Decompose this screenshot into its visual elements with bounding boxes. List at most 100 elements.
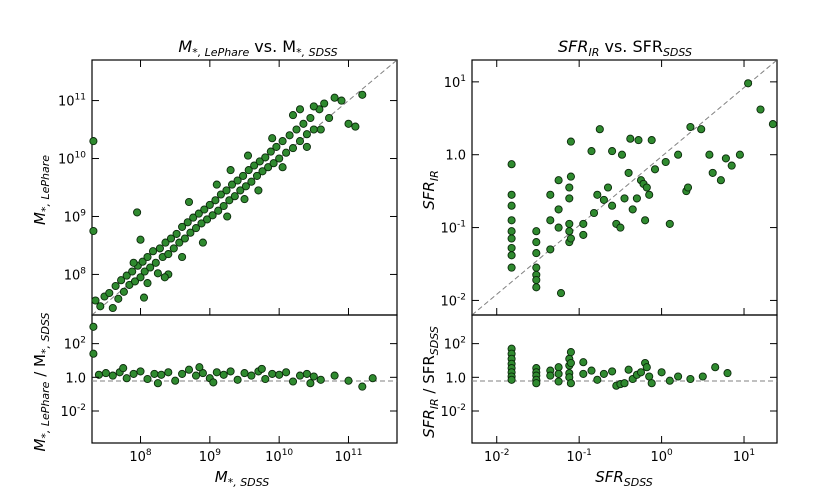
mass-ratio-point-12 (164, 368, 173, 377)
sfr-point-16 (546, 190, 555, 199)
sfr-point-11 (532, 249, 541, 258)
mass-point-13 (128, 267, 137, 276)
mass-ratio-point-4 (108, 371, 117, 380)
sfr-ratio-point-37 (636, 368, 646, 377)
mass-point-75 (302, 130, 311, 139)
sfr-ratio-point-41 (647, 379, 656, 388)
mass-point-53 (236, 186, 245, 195)
mass-point-80 (325, 113, 334, 123)
mass-x-label-1: 109 (199, 448, 222, 465)
sfr-ratio-point-23 (566, 358, 575, 368)
mass-point-26 (161, 238, 170, 247)
mass-point-105 (295, 105, 305, 114)
sfr-ratio-point-27 (587, 366, 596, 375)
sfr-point-35 (593, 190, 602, 199)
mass-ratio-point-29 (282, 368, 291, 377)
sfr-point-68 (756, 105, 765, 114)
mass-point-82 (337, 96, 346, 105)
mass-ratio-point-37 (358, 382, 367, 391)
mass-top-y-label-2: 1010 (58, 151, 86, 168)
sfr-ratio-point-26 (579, 369, 588, 378)
mass-point-19 (143, 252, 152, 262)
mass-ratio-point-9 (143, 374, 152, 384)
mass-ratio-point-44 (195, 363, 204, 372)
mass-point-107 (139, 293, 149, 302)
sfr-point-26 (565, 194, 574, 203)
mass-point-101 (288, 111, 298, 120)
mass-point-0 (89, 137, 98, 146)
sfr-point-31 (579, 219, 588, 228)
sfr-point-12 (532, 263, 541, 272)
mass-bottom-ylabel: M*, LePhare / M*, SDSS (31, 312, 52, 451)
mass-ratio-point-23 (240, 369, 249, 378)
mass-point-61 (258, 167, 267, 176)
mass-point-108 (160, 273, 169, 282)
mass-point-33 (180, 234, 189, 243)
mass-bot-y-label-0: 10-2 (60, 403, 86, 420)
mass-point-79 (320, 99, 329, 108)
sfr-point-24 (565, 227, 574, 236)
sfr-point-56 (661, 157, 670, 167)
mass-point-81 (330, 93, 339, 102)
mass-point-20 (146, 263, 155, 272)
mass-ratio-point-42 (306, 379, 315, 388)
mass-x-label-3: 1011 (334, 448, 362, 465)
mass-ratio-point-26 (261, 374, 270, 384)
sfr-ratio-point-46 (698, 372, 707, 381)
sfr-top-y-label-0: 10-2 (440, 292, 466, 309)
mass-top-y-label-0: 108 (64, 266, 87, 283)
sfr-point-62 (697, 125, 706, 134)
mass-point-65 (269, 159, 278, 168)
mass-point-37 (191, 224, 201, 233)
sfr-ratio-point-47 (711, 363, 720, 372)
mass-ratio-point-8 (136, 367, 145, 376)
sfr-top-y-label-3: 101 (444, 74, 466, 91)
mass-point-16 (136, 273, 145, 282)
mass-point-5 (105, 288, 114, 298)
sfr-point-2 (507, 201, 516, 210)
mass-top-y-ticks: 108 109 1010 1011 (58, 93, 397, 283)
sfr-x-label-3: 101 (733, 448, 755, 465)
mass-point-71 (288, 144, 298, 153)
mass-top-axes: 108 109 1010 1011 M*, LePhare (31, 59, 398, 316)
mass-point-67 (275, 154, 284, 163)
sfr-point-32 (579, 230, 588, 239)
sfr-point-19 (554, 176, 563, 185)
sfr-point-43 (620, 194, 629, 203)
mass-point-7 (111, 281, 120, 291)
mass-ratio-point-7 (129, 369, 138, 378)
mass-point-36 (189, 213, 198, 222)
mass-point-3 (96, 302, 105, 311)
sfr-point-9 (532, 227, 541, 236)
sfr-top-axes: 10-2 10-1 1.0 101 SFRIR (420, 59, 778, 316)
mass-point-106 (133, 208, 142, 217)
mass-point-32 (178, 222, 187, 231)
mass-point-52 (233, 176, 242, 185)
mass-point-8 (114, 294, 123, 303)
sfr-top-y-label-2: 1.0 (445, 149, 466, 164)
sfr-x-label-0: 10-2 (484, 448, 510, 465)
mass-ratio-point-39 (153, 379, 162, 388)
mass-point-86 (129, 258, 138, 267)
mass-point-63 (264, 163, 273, 172)
mass-ratio-point-15 (184, 365, 194, 374)
sfr-ratio-point-40 (645, 372, 654, 381)
mass-ratio-point-43 (119, 364, 128, 373)
sfr-bottom-axes: 10-2 1.0 102 10-2 10-1 100 101 SFRIR / SFRSDS… (420, 60, 778, 489)
mass-ratio-point-31 (295, 371, 305, 380)
mass-point-27 (164, 250, 173, 259)
mass-ratio-point-20 (219, 370, 228, 379)
mass-point-70 (285, 131, 294, 140)
sfr-ratio-point-30 (608, 367, 617, 376)
mass-ratio-point-34 (316, 375, 325, 384)
mass-point-10 (119, 287, 128, 296)
sfr-point-1 (507, 190, 516, 199)
mass-point-49 (225, 196, 234, 205)
mass-ratio-point-0 (89, 322, 98, 331)
sfr-point-61 (686, 122, 695, 132)
mass-point-18 (140, 267, 149, 276)
sfr-point-64 (716, 176, 725, 185)
mass-point-31 (175, 238, 184, 247)
sfr-point-17 (546, 216, 555, 225)
